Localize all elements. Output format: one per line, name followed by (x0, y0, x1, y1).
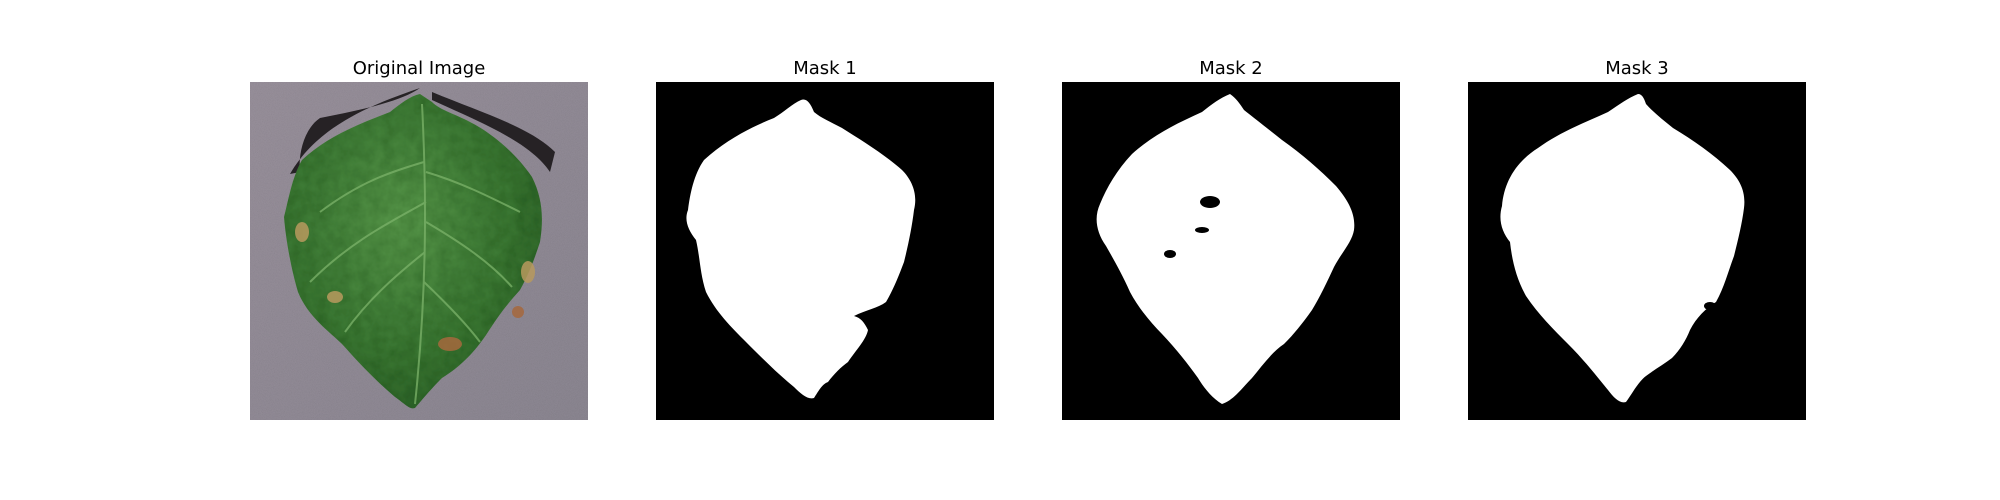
original-leaf-photo (250, 82, 588, 420)
leaf-lesions (295, 222, 535, 351)
leaf-body (284, 94, 542, 409)
panel-mask-1: Mask 1 (656, 56, 994, 420)
mask-3-image (1468, 82, 1806, 420)
panel-title-original: Original Image (352, 58, 486, 79)
mask-2-image (1062, 82, 1400, 420)
mask-3-region (1500, 94, 1745, 403)
mask-3-hole (1704, 302, 1716, 310)
mask-2-holes (1164, 196, 1220, 258)
panel-title-mask-1: Mask 1 (793, 58, 857, 79)
panel-original-image: Original Image (250, 56, 588, 420)
leaf-shadow (290, 88, 420, 174)
panel-mask-3: Mask 3 (1468, 56, 1806, 420)
panel-mask-2: Mask 2 (1062, 56, 1400, 420)
panel-title-mask-3: Mask 3 (1605, 58, 1669, 79)
mask-1-image (656, 82, 994, 420)
leaf-veins (309, 103, 521, 405)
mask-1-region (686, 99, 916, 399)
panel-title-mask-2: Mask 2 (1199, 58, 1263, 79)
leaf-shadow-right (432, 92, 555, 172)
mask-2-region (1096, 94, 1355, 404)
